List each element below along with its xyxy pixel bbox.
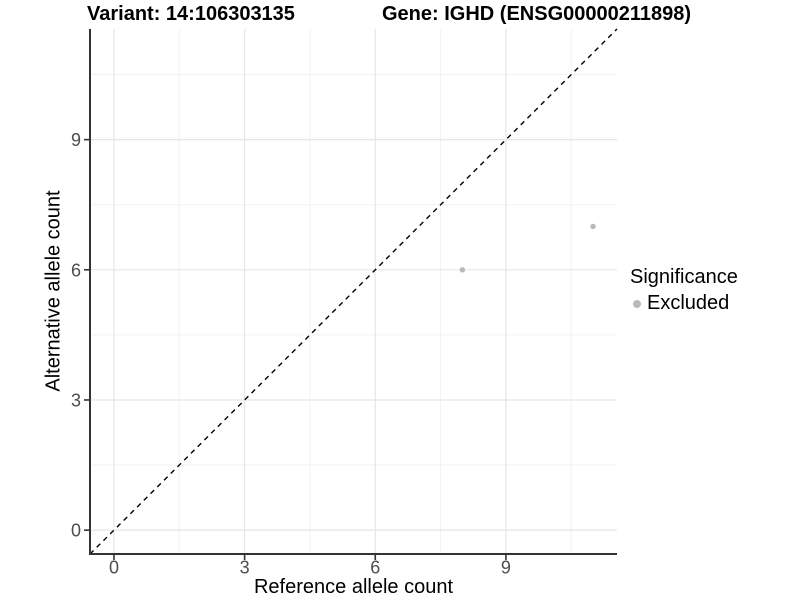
legend-item-label: Excluded: [647, 292, 730, 314]
x-tick-label: 3: [240, 558, 250, 578]
y-tick-label: 6: [71, 260, 81, 280]
x-tick-label: 0: [109, 558, 119, 578]
y-tick-label: 9: [71, 130, 81, 150]
legend-item-excluded: Excluded: [630, 292, 738, 315]
legend-point-icon: [633, 299, 641, 308]
identity-line: [89, 28, 618, 555]
data-point: [459, 267, 466, 273]
y-axis-title: Alternative allele count: [42, 190, 65, 392]
x-axis-title: Reference allele count: [253, 576, 453, 598]
legend-title: Significance: [630, 266, 738, 288]
data-point: [590, 223, 596, 230]
y-tick-label: 0: [71, 521, 81, 541]
plot-title-variant: Variant: 14:106303135: [87, 3, 295, 25]
x-tick-label: 6: [370, 558, 380, 578]
y-tick-label: 3: [71, 390, 81, 410]
x-tick-label: 9: [501, 558, 511, 578]
plot-title-gene: Gene: IGHD (ENSG00000211898): [382, 3, 692, 25]
legend: Significance Excluded: [630, 266, 738, 315]
